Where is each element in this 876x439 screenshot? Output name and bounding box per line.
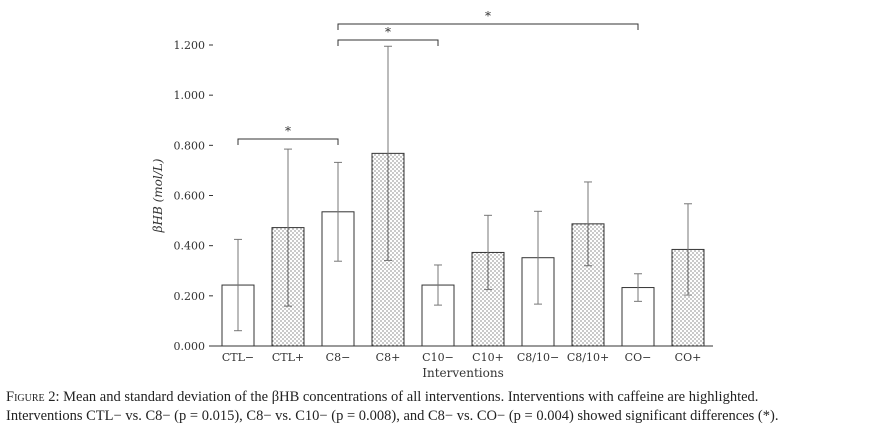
- bars: [221, 152, 705, 347]
- x-tick-label: C8/10+: [567, 351, 609, 364]
- x-tick-label: C8−: [326, 351, 351, 364]
- y-tick-label: 0.000: [174, 340, 206, 353]
- x-tick-label: C8+: [376, 351, 401, 364]
- caption-label: Figure 2:: [6, 389, 60, 405]
- x-tick-label: CO+: [675, 351, 702, 364]
- x-tick-label: C8/10−: [517, 351, 559, 364]
- error-bars: [234, 45, 692, 332]
- x-tick-label: CTL−: [222, 351, 254, 364]
- bar-8: [571, 223, 605, 347]
- significance-bracket: [337, 39, 439, 46]
- significance-brackets: * * *: [237, 9, 639, 145]
- y-tick-label: 0.200: [174, 290, 206, 303]
- y-tick-label: 0.800: [174, 139, 206, 152]
- x-tick-label: CO−: [625, 351, 652, 364]
- significance-star: *: [285, 124, 291, 138]
- x-axis-ticks: CTL− CTL+ C8− C8+ C10− C10+ C8/10− C8/10+ CO− CO+: [222, 351, 701, 364]
- x-tick-label: C10−: [422, 351, 454, 364]
- significance-bracket: [237, 138, 339, 145]
- y-tick-label: 0.600: [174, 190, 206, 203]
- significance-star: *: [385, 25, 391, 39]
- x-tick-label: C10+: [472, 351, 504, 364]
- significance-bracket: [337, 23, 639, 30]
- y-tick-label: 1.000: [174, 89, 206, 102]
- x-tick-label: CTL+: [272, 351, 304, 364]
- significance-star: *: [485, 9, 491, 23]
- caption-line-2: Interventions CTL− vs. C8− (p = 0.015), …: [6, 408, 779, 424]
- y-axis-ticks: 0.000 0.200 0.400 0.600 0.800 1.000 1.200: [174, 39, 213, 353]
- figure-2: 0.000 0.200 0.400 0.600 0.800 1.000 1.200 CTL−…: [151, 9, 713, 380]
- bar-chart: 0.000 0.200 0.400 0.600 0.800 1.000 1.200 CTL−…: [151, 9, 713, 380]
- y-tick-label: 1.200: [174, 39, 206, 52]
- figure-caption: Figure 2: Mean and standard deviation of…: [6, 388, 870, 426]
- y-tick-label: 0.400: [174, 240, 206, 253]
- x-axis-label: Interventions: [422, 366, 504, 380]
- y-axis-label: βHB (mol/L): [151, 158, 165, 233]
- caption-line-1: Mean and standard deviation of the βHB c…: [63, 389, 759, 405]
